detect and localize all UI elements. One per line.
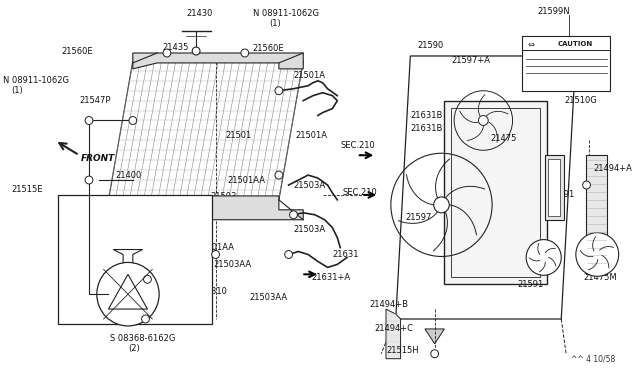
Text: (1): (1) (11, 86, 23, 95)
Text: 21430: 21430 (186, 9, 212, 18)
Circle shape (576, 232, 619, 276)
Text: 21515: 21515 (61, 250, 88, 259)
Circle shape (212, 250, 220, 259)
Text: CAUTION: CAUTION (557, 41, 593, 47)
Polygon shape (133, 53, 303, 69)
Text: 21560F: 21560F (162, 275, 193, 284)
Circle shape (434, 197, 449, 213)
Text: 21547P: 21547P (79, 96, 111, 105)
Polygon shape (109, 196, 303, 220)
Circle shape (85, 116, 93, 125)
Text: 21501E: 21501E (61, 295, 93, 304)
Text: ⇔: ⇔ (527, 39, 534, 49)
Circle shape (285, 250, 292, 259)
Text: 21510: 21510 (72, 205, 98, 214)
Text: 21631B: 21631B (410, 111, 443, 120)
Text: 21560E: 21560E (253, 44, 284, 52)
Text: 21591: 21591 (548, 190, 575, 199)
Text: N 08911-1062G: N 08911-1062G (253, 9, 319, 18)
Text: S 08368-6162G: S 08368-6162G (111, 334, 176, 343)
Text: (1): (1) (269, 19, 281, 28)
Circle shape (97, 262, 159, 326)
Text: 21546P: 21546P (253, 54, 284, 64)
Text: 21494+C: 21494+C (374, 324, 413, 333)
Circle shape (275, 171, 283, 179)
Text: 21475M: 21475M (584, 273, 617, 282)
Text: 21501AA: 21501AA (196, 243, 234, 252)
Circle shape (143, 275, 151, 283)
Text: 21400: 21400 (115, 171, 141, 180)
Circle shape (192, 47, 200, 55)
Circle shape (431, 350, 438, 358)
Circle shape (582, 181, 591, 189)
Text: ^^ 4 10/58: ^^ 4 10/58 (570, 355, 615, 364)
Circle shape (479, 116, 488, 125)
Bar (586, 155, 607, 274)
Text: 21631B: 21631B (410, 124, 443, 133)
Text: 21494+A: 21494+A (593, 164, 632, 173)
Text: SEC.310: SEC.310 (192, 287, 227, 296)
Text: 21503: 21503 (211, 192, 237, 201)
Text: 21590: 21590 (417, 41, 444, 49)
Text: 21503AA: 21503AA (250, 293, 288, 302)
Text: 21503A: 21503A (294, 225, 326, 234)
Polygon shape (425, 329, 444, 344)
Text: 21515H: 21515H (386, 346, 419, 355)
Bar (451, 108, 540, 277)
Text: 21560E: 21560E (61, 46, 93, 55)
Circle shape (526, 240, 561, 275)
Text: 21631: 21631 (332, 250, 359, 259)
Text: SEC.210: SEC.210 (340, 141, 375, 150)
Text: FRONT: FRONT (81, 154, 115, 163)
Text: (2): (2) (128, 344, 140, 353)
Text: 21501: 21501 (225, 131, 252, 140)
Text: 21503A: 21503A (294, 180, 326, 189)
Bar (548, 159, 560, 216)
Text: 21501A: 21501A (294, 71, 326, 80)
Text: 21599N: 21599N (538, 7, 570, 16)
Text: 21501AA: 21501AA (227, 176, 265, 185)
Circle shape (241, 49, 249, 57)
Bar (6, 6, 474, 364)
Circle shape (129, 116, 137, 125)
Text: 21516: 21516 (99, 260, 125, 269)
Polygon shape (396, 56, 576, 319)
Text: 21510G: 21510G (564, 96, 597, 105)
Text: N 08911-1062G: N 08911-1062G (3, 76, 69, 85)
Polygon shape (386, 309, 401, 359)
Text: 21503AA: 21503AA (214, 260, 252, 269)
Bar (444, 101, 547, 284)
Circle shape (141, 315, 149, 323)
Circle shape (275, 87, 283, 95)
Text: 21631+A: 21631+A (311, 273, 350, 282)
Text: 21435: 21435 (162, 42, 188, 52)
Bar (58, 195, 212, 324)
Text: 21494+B: 21494+B (369, 299, 408, 309)
Bar (545, 155, 564, 220)
Bar (522, 36, 610, 91)
Text: 21501A: 21501A (296, 131, 328, 140)
Text: 21591: 21591 (517, 280, 544, 289)
Text: 21515E: 21515E (11, 186, 43, 195)
Polygon shape (109, 61, 303, 200)
Text: SEC.210: SEC.210 (342, 189, 377, 198)
Circle shape (85, 176, 93, 184)
Text: 21597: 21597 (406, 213, 432, 222)
Text: 21597+A: 21597+A (451, 57, 490, 65)
Circle shape (163, 49, 171, 57)
Text: 21475: 21475 (490, 134, 516, 143)
Circle shape (289, 211, 298, 219)
Text: 21501E: 21501E (65, 213, 96, 222)
